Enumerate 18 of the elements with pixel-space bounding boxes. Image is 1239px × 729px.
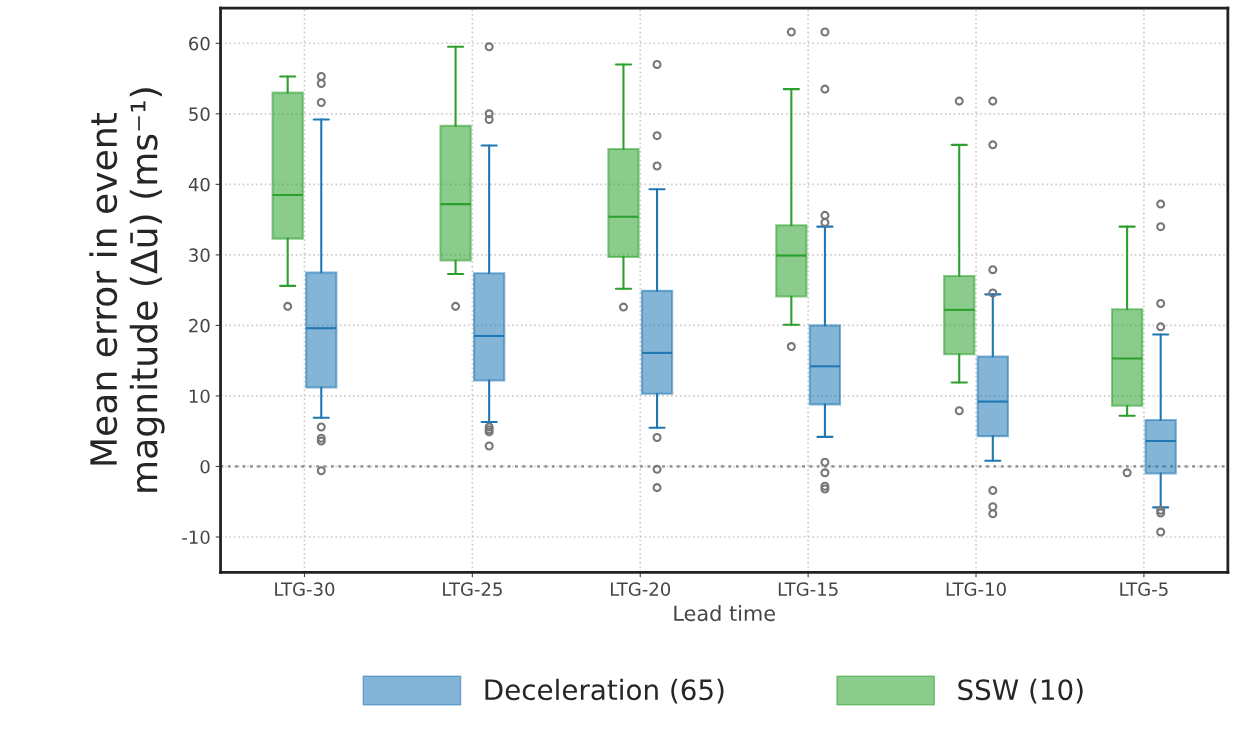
x-tick-label: LTG-30 (275, 582, 335, 596)
y-tick-label: 30 (189, 248, 210, 262)
y-tick-label: 0 (200, 459, 210, 474)
x-tick-label: LTG-25 (443, 582, 502, 596)
y-tick-label: -10 (182, 530, 210, 545)
x-tick-label: LTG-20 (610, 582, 671, 596)
x-tick-label: LTG-10 (946, 582, 1006, 596)
y-tick-label: 50 (189, 107, 210, 121)
y-axis-title: Mean error in event magnitude (Δū) (ms⁻¹) (89, 88, 165, 492)
x-tick-label: LTG-15 (778, 582, 838, 596)
x-axis-title: Lead time (674, 605, 775, 622)
legend-label: Deceleration (65) (485, 678, 724, 704)
y-tick-label: 40 (188, 177, 210, 192)
y-tick-label: 10 (189, 389, 210, 404)
legend-label: SSW (10) (958, 678, 1083, 704)
y-tick-label: 60 (189, 36, 210, 51)
y-tick-label: 20 (189, 318, 210, 333)
x-tick-label: LTG-5 (1120, 582, 1168, 596)
